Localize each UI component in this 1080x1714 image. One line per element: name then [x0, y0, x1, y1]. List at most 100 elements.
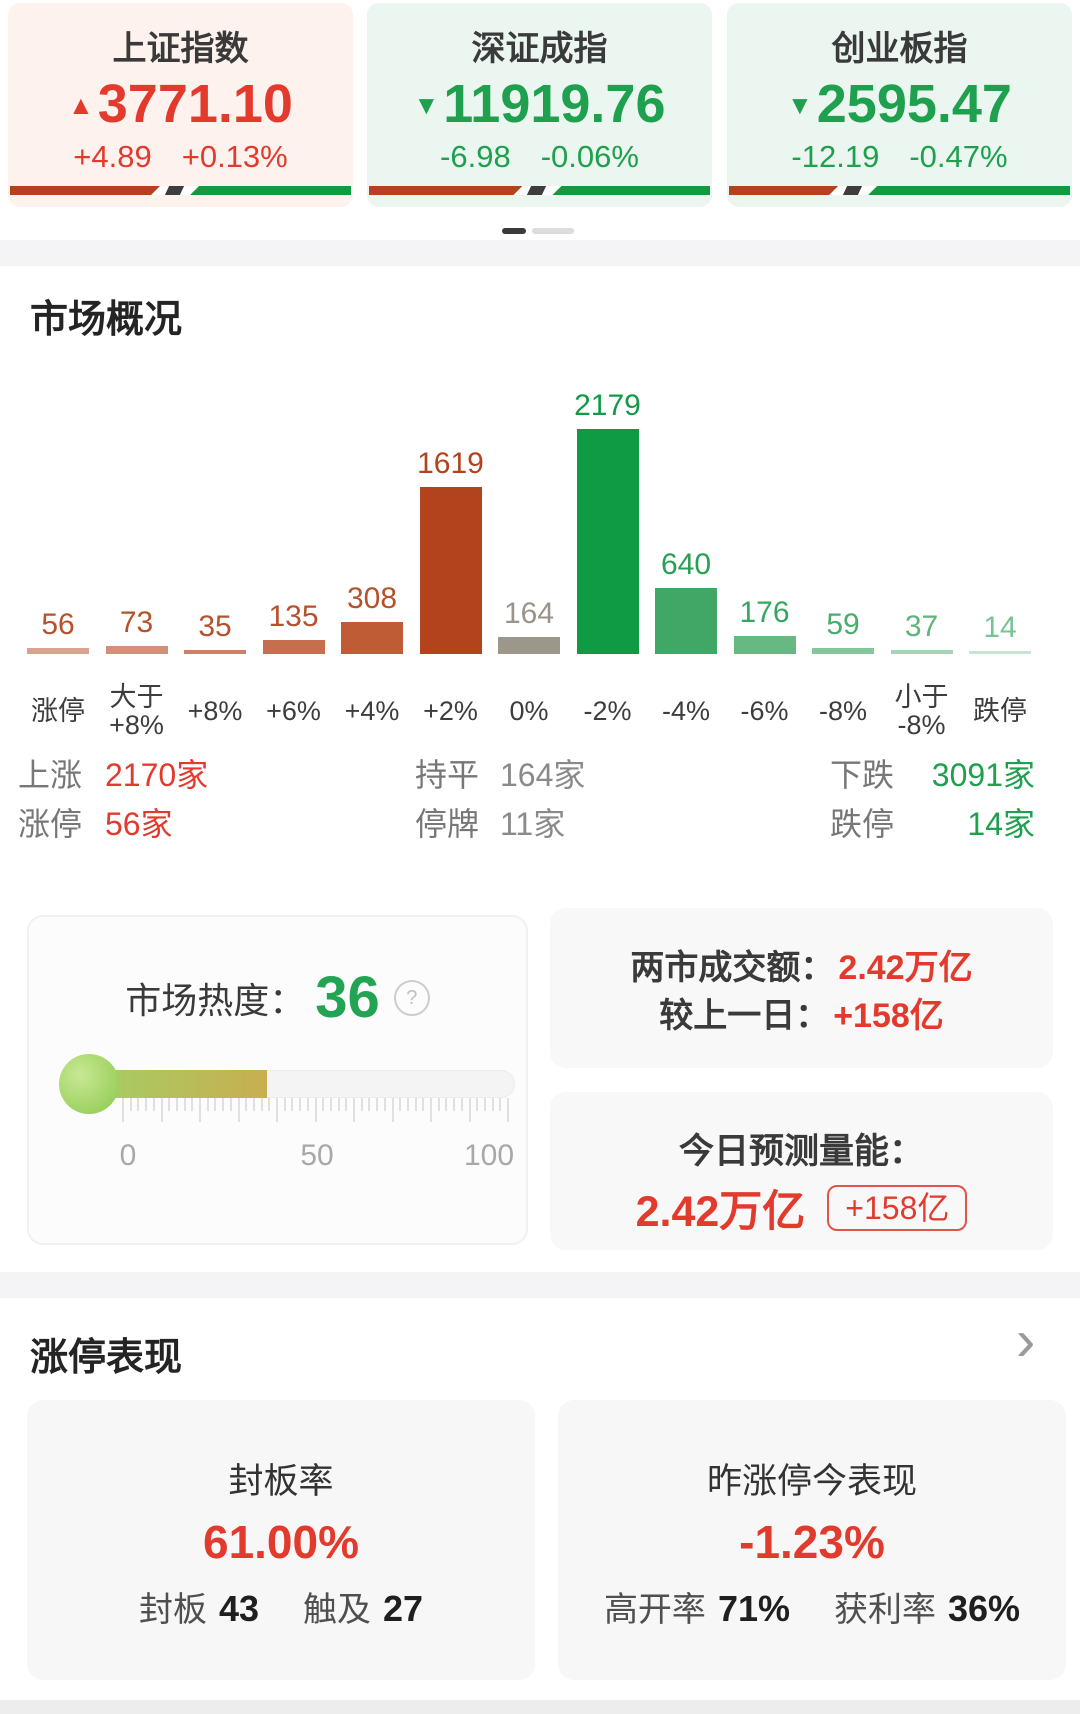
stat-value: 27 — [383, 1587, 424, 1629]
summary-value: 14家 — [967, 806, 1035, 842]
market-overview-title: 市场概况 — [30, 299, 183, 341]
chart-axis-label: -4% — [661, 696, 710, 726]
arrow-down-icon: ▼ — [413, 90, 440, 120]
chart-bar — [890, 650, 953, 654]
ruler-tick — [191, 1098, 194, 1111]
index-change-pct: -0.47% — [909, 139, 1008, 174]
ruler-tick — [168, 1098, 171, 1111]
limit-up-card-1[interactable]: 昨涨停今表现 -1.23% 高开率 71% 获利率 36% — [558, 1400, 1066, 1680]
limit-up-card-stats: 封板 43 触及 27 — [27, 1582, 535, 1631]
ratio-bar-slash — [164, 186, 185, 195]
ruler-tick — [507, 1098, 509, 1122]
forecast-label: 今日预测量能： — [678, 1131, 924, 1171]
forecast-value: 2.42万亿 — [635, 1188, 806, 1236]
chart-bar-value: 59 — [826, 608, 860, 641]
bottom-strip — [0, 1700, 1080, 1714]
chart-bar-value: 56 — [41, 608, 75, 641]
ruler-tick — [122, 1098, 124, 1122]
summary-value: 2170家 — [105, 757, 209, 793]
pager-dot-active[interactable] — [502, 228, 526, 234]
chart-bar — [27, 648, 89, 654]
ratio-bar-red — [369, 186, 522, 195]
index-change-row: +4.89 +0.13% — [8, 139, 353, 175]
chart-bar-value: 176 — [739, 596, 790, 629]
limit-up-card-title: 封板率 — [228, 1462, 334, 1501]
arrow-up-icon: ▲ — [68, 90, 94, 120]
turnover-diff-label: 较上一日： — [659, 996, 830, 1035]
ruler-tick — [445, 1098, 448, 1111]
ruler-tick — [222, 1098, 225, 1111]
chart-bar-value: 2179 — [574, 389, 641, 422]
ruler-tick — [199, 1098, 201, 1122]
ruler-tick — [183, 1098, 186, 1111]
ruler-tick — [291, 1098, 294, 1111]
chart-axis-label: -6% — [740, 696, 789, 726]
ruler-tick — [268, 1098, 271, 1111]
ruler-tick — [491, 1098, 494, 1111]
turnover-diff-value: +158亿 — [833, 996, 944, 1035]
forecast-card[interactable]: 今日预测量能： 2.42万亿 +158亿 — [550, 1092, 1053, 1250]
ruler-tick — [214, 1098, 217, 1111]
turnover-card[interactable]: 两市成交额： 2.42万亿 较上一日： +158亿 — [550, 908, 1053, 1068]
chart-bar-value: 73 — [119, 606, 154, 639]
stat-label: 触及 — [303, 1590, 371, 1629]
limit-up-card-value: 61.00% — [202, 1516, 359, 1568]
chart-bar-value: 35 — [198, 610, 232, 643]
ruler-tick — [345, 1098, 348, 1111]
ruler-tick — [368, 1098, 371, 1111]
chart-bar-value: 1619 — [417, 447, 484, 480]
index-card-2[interactable]: 创业板指 ▼2595.47 -12.19 -0.47% — [727, 3, 1072, 207]
ratio-bar-red — [729, 186, 838, 195]
ruler-tick — [152, 1098, 155, 1111]
chevron-right-icon[interactable]: › — [1016, 1308, 1036, 1373]
ratio-bar-red — [10, 186, 160, 195]
ruler-tick — [430, 1098, 432, 1122]
ratio-bar-green — [552, 186, 710, 195]
help-icon[interactable]: ? — [393, 980, 430, 1016]
forecast-label-row: 今日预测量能： — [550, 1126, 1053, 1171]
limit-up-card-0[interactable]: 封板率 61.00% 封板 43 触及 27 — [27, 1400, 535, 1680]
limit-up-stat: 触及 27 — [303, 1582, 423, 1631]
market-heat-card[interactable]: 市场热度： 36 ? 0 50 100 — [27, 915, 528, 1245]
pager-dot[interactable] — [532, 228, 574, 234]
market-heat-header: 市场热度： 36 ? — [29, 969, 526, 1027]
forecast-badge: +158亿 — [827, 1185, 968, 1231]
ruler-tick — [453, 1098, 456, 1111]
chart-bar-value: 135 — [268, 600, 319, 633]
limit-up-card-value: -1.23% — [739, 1516, 885, 1568]
index-change-row: -6.98 -0.06% — [367, 139, 712, 175]
index-change: -6.98 — [440, 139, 511, 174]
ruler-tick — [175, 1098, 178, 1111]
ratio-bar-slash — [527, 186, 547, 195]
ruler-tick — [129, 1098, 132, 1111]
index-change-pct: +0.13% — [181, 139, 288, 174]
ruler-tick — [160, 1098, 163, 1122]
chart-axis-label: +8% — [187, 696, 243, 726]
ruler-tick — [252, 1098, 255, 1111]
ruler-tick — [499, 1098, 502, 1111]
ruler-tick — [483, 1098, 486, 1111]
chart-bar-value: 164 — [503, 597, 555, 630]
index-card-1[interactable]: 深证成指 ▼11919.76 -6.98 -0.06% — [367, 3, 712, 207]
stat-label: 封板 — [138, 1590, 207, 1629]
forecast-value-row: 2.42万亿 +158亿 — [550, 1180, 1053, 1236]
turnover-diff-row: 较上一日： +158亿 — [550, 990, 1053, 1035]
chart-bar — [498, 637, 560, 654]
summary-label: 下跌 — [830, 757, 895, 793]
ruler-tick — [337, 1098, 340, 1111]
chart-axis-label: +6% — [266, 696, 321, 726]
index-name: 上证指数 — [112, 30, 249, 68]
summary-value: 56家 — [105, 806, 173, 842]
chart-axis-label: +2% — [423, 696, 478, 726]
ruler-tick — [460, 1098, 463, 1111]
turnover-row: 两市成交额： 2.42万亿 — [550, 942, 1053, 987]
ruler-tick — [306, 1098, 309, 1111]
ratio-bar-slash — [843, 186, 863, 195]
index-card-0[interactable]: 上证指数 ▲3771.10 +4.89 +0.13% — [8, 3, 353, 207]
ruler-tick — [137, 1098, 140, 1111]
summary-row: 上涨 2170家 持平 164家 下跌 3091家 — [0, 757, 1080, 793]
chart-bar-value: 308 — [346, 582, 398, 615]
summary-label: 跌停 — [830, 806, 895, 842]
limit-up-stat: 获利率 36% — [834, 1582, 1020, 1631]
